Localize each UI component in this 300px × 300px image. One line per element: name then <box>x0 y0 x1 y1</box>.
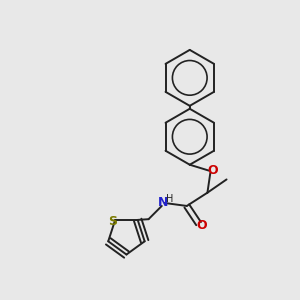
Text: O: O <box>197 219 207 232</box>
Text: N: N <box>158 196 168 208</box>
Text: S: S <box>108 215 117 228</box>
Text: O: O <box>207 164 218 177</box>
Text: H: H <box>166 194 174 204</box>
